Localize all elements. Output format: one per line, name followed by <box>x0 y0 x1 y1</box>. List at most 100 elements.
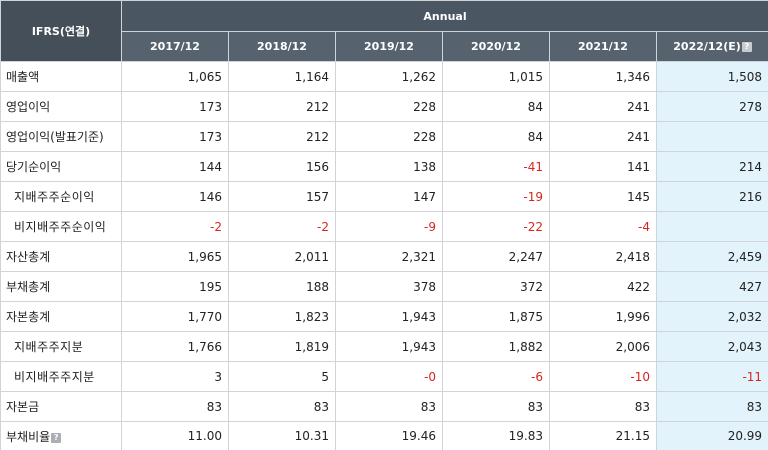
value-cell: 1,943 <box>335 301 443 332</box>
period-header: 2019/12 <box>335 31 443 62</box>
value-cell: -4 <box>549 211 657 242</box>
help-icon[interactable]: ? <box>741 42 752 52</box>
value-cell: -22 <box>442 211 550 242</box>
value-cell: 195 <box>121 271 229 302</box>
period-header: 2020/12 <box>442 31 550 62</box>
annual-group-header: Annual <box>120 0 768 32</box>
table-body: 매출액 1,065 1,164 1,262 1,015 1,346 1,508 영업이익 173… <box>0 61 768 450</box>
value-cell: 157 <box>228 181 336 212</box>
period-header: 2021/12 <box>549 31 657 62</box>
value-cell: 372 <box>442 271 550 302</box>
value-cell: 1,875 <box>442 301 550 332</box>
value-cell: 173 <box>121 91 229 122</box>
row-label-cell: 자본총계 <box>0 301 122 332</box>
value-cell: 144 <box>121 151 229 182</box>
value-cell: 1,508 <box>655 61 768 92</box>
row-label: 자산총계 <box>6 250 51 264</box>
row-label: 지배주주지분 <box>14 340 84 354</box>
row-label: 부채총계 <box>6 280 51 294</box>
row-label-cell: 부채총계 <box>0 271 122 302</box>
value-cell: 427 <box>655 271 768 302</box>
row-label-cell: 지배주주지분 <box>0 331 122 362</box>
value-cell: 1,770 <box>121 301 229 332</box>
table-row: 자본금 83 83 83 83 83 83 <box>0 391 768 422</box>
value-cell: 5 <box>228 361 336 392</box>
value-cell: 2,247 <box>442 241 550 272</box>
value-cell: 19.83 <box>442 421 550 450</box>
value-cell: 1,164 <box>228 61 336 92</box>
value-cell: 173 <box>121 121 229 152</box>
value-cell: -41 <box>442 151 550 182</box>
value-cell: 21.15 <box>549 421 657 450</box>
table-row: 지배주주지분 1,766 1,819 1,943 1,882 2,006 2,043 <box>0 331 768 362</box>
value-cell: 1,823 <box>228 301 336 332</box>
value-cell: 1,346 <box>549 61 657 92</box>
row-label-cell: 비지배주주지분 <box>0 361 122 392</box>
value-cell: 1,943 <box>335 331 443 362</box>
value-cell: 1,015 <box>442 61 550 92</box>
value-cell: 2,011 <box>228 241 336 272</box>
value-cell <box>655 121 768 152</box>
table-row: 비지배주주순이익 -2 -2 -9 -22 -4 <box>0 211 768 242</box>
period-header: 2018/12 <box>228 31 336 62</box>
value-cell: 1,766 <box>121 331 229 362</box>
period-header: 2017/12 <box>121 31 229 62</box>
annual-label: Annual <box>423 9 467 23</box>
table-row: 당기순이익 144 156 138 -41 141 214 <box>0 151 768 182</box>
value-cell: 378 <box>335 271 443 302</box>
row-label-cell: 당기순이익 <box>0 151 122 182</box>
row-label: 자본금 <box>6 400 40 414</box>
table-row: 영업이익(발표기준) 173 212 228 84 241 <box>0 121 768 152</box>
value-cell: 188 <box>228 271 336 302</box>
table-row: 지배주주순이익 146 157 147 -19 145 216 <box>0 181 768 212</box>
value-cell: -0 <box>335 361 443 392</box>
row-label: 영업이익 <box>6 100 51 114</box>
row-label: 비지배주주순이익 <box>14 220 107 234</box>
value-cell: -10 <box>549 361 657 392</box>
row-label-cell: 영업이익 <box>0 91 122 122</box>
value-cell: 83 <box>442 391 550 422</box>
value-cell: 278 <box>655 91 768 122</box>
value-cell: 1,065 <box>121 61 229 92</box>
help-icon[interactable]: ? <box>51 432 62 443</box>
value-cell: 83 <box>228 391 336 422</box>
value-cell: 216 <box>655 181 768 212</box>
value-cell: 241 <box>549 91 657 122</box>
period-header-estimate: 2022/12(E)? <box>655 31 768 62</box>
row-label-cell: 비지배주주순이익 <box>0 211 122 242</box>
value-cell: -9 <box>335 211 443 242</box>
corner-header: IFRS(연결) <box>0 0 122 62</box>
row-label: 부채비율 <box>6 429 51 444</box>
value-cell: 2,032 <box>655 301 768 332</box>
value-cell: 11.00 <box>121 421 229 450</box>
value-cell: 83 <box>655 391 768 422</box>
value-cell: 145 <box>549 181 657 212</box>
table-row: 자본총계 1,770 1,823 1,943 1,875 1,996 2,032 <box>0 301 768 332</box>
value-cell: -19 <box>442 181 550 212</box>
value-cell: 84 <box>442 121 550 152</box>
value-cell: -6 <box>442 361 550 392</box>
value-cell: 156 <box>228 151 336 182</box>
value-cell: 228 <box>335 121 443 152</box>
value-cell: 1,965 <box>121 241 229 272</box>
table-row: 매출액 1,065 1,164 1,262 1,015 1,346 1,508 <box>0 61 768 92</box>
row-label-cell: 자산총계 <box>0 241 122 272</box>
value-cell: 2,006 <box>549 331 657 362</box>
value-cell: 212 <box>228 121 336 152</box>
value-cell: 422 <box>549 271 657 302</box>
value-cell <box>655 211 768 242</box>
row-label: 영업이익(발표기준) <box>6 130 104 144</box>
value-cell: 2,321 <box>335 241 443 272</box>
value-cell: -11 <box>655 361 768 392</box>
row-label-cell: 매출액 <box>0 61 122 92</box>
value-cell: 1,262 <box>335 61 443 92</box>
row-label-cell: 부채비율? <box>0 421 122 450</box>
value-cell: -2 <box>228 211 336 242</box>
corner-label: IFRS(연결) <box>31 25 91 38</box>
value-cell: 214 <box>655 151 768 182</box>
value-cell: 141 <box>549 151 657 182</box>
row-label-cell: 영업이익(발표기준) <box>0 121 122 152</box>
table-row: 부채비율? 11.00 10.31 19.46 19.83 21.15 20.99 <box>0 421 768 450</box>
value-cell: 2,418 <box>549 241 657 272</box>
value-cell: 146 <box>121 181 229 212</box>
